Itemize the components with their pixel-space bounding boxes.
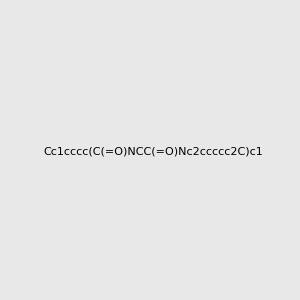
Text: Cc1cccc(C(=O)NCC(=O)Nc2ccccc2C)c1: Cc1cccc(C(=O)NCC(=O)Nc2ccccc2C)c1	[44, 146, 264, 157]
